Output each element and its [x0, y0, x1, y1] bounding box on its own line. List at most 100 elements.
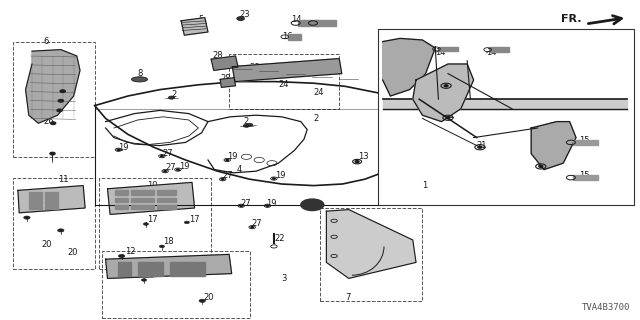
- Polygon shape: [531, 122, 576, 170]
- Polygon shape: [490, 47, 509, 52]
- Polygon shape: [288, 34, 301, 40]
- Polygon shape: [131, 205, 154, 209]
- Text: 25: 25: [351, 229, 361, 238]
- Text: 25: 25: [38, 104, 49, 113]
- Text: 23: 23: [239, 10, 250, 19]
- Text: 21: 21: [477, 141, 487, 150]
- Text: 14: 14: [435, 48, 445, 57]
- Polygon shape: [131, 197, 154, 202]
- Text: 28: 28: [212, 52, 223, 60]
- Text: 19: 19: [266, 199, 276, 208]
- Polygon shape: [573, 175, 598, 180]
- Circle shape: [243, 124, 250, 127]
- Polygon shape: [29, 205, 42, 209]
- Polygon shape: [45, 201, 58, 204]
- Circle shape: [251, 227, 253, 228]
- Circle shape: [117, 149, 120, 150]
- Text: 7: 7: [346, 293, 351, 302]
- Circle shape: [237, 17, 244, 20]
- Text: 27: 27: [223, 172, 234, 180]
- Text: 27: 27: [162, 149, 173, 158]
- Text: 17: 17: [147, 215, 158, 224]
- Polygon shape: [413, 64, 474, 122]
- Circle shape: [221, 179, 224, 180]
- Polygon shape: [115, 197, 128, 202]
- Text: 3: 3: [282, 274, 287, 283]
- Bar: [99, 178, 211, 269]
- Polygon shape: [108, 182, 195, 214]
- Circle shape: [177, 169, 179, 170]
- Polygon shape: [170, 271, 205, 276]
- Circle shape: [539, 165, 543, 167]
- Polygon shape: [220, 78, 236, 87]
- Polygon shape: [138, 262, 163, 266]
- Text: TVA4B3700: TVA4B3700: [582, 303, 630, 312]
- Circle shape: [273, 178, 275, 179]
- Polygon shape: [118, 271, 131, 276]
- Circle shape: [24, 216, 30, 219]
- Circle shape: [199, 299, 205, 302]
- Polygon shape: [211, 56, 238, 70]
- Text: 27: 27: [252, 220, 262, 228]
- Text: 19: 19: [118, 143, 129, 152]
- Circle shape: [226, 159, 228, 161]
- Polygon shape: [115, 205, 128, 209]
- Text: 28: 28: [220, 74, 231, 83]
- Circle shape: [161, 156, 163, 157]
- Polygon shape: [232, 59, 342, 82]
- Polygon shape: [573, 140, 598, 145]
- Circle shape: [50, 152, 55, 155]
- Polygon shape: [298, 20, 319, 26]
- Circle shape: [240, 205, 243, 206]
- Text: 6: 6: [44, 37, 49, 46]
- Text: 25: 25: [351, 255, 361, 264]
- Polygon shape: [118, 267, 131, 271]
- Text: 9: 9: [314, 200, 319, 209]
- Circle shape: [58, 100, 63, 102]
- Polygon shape: [18, 186, 85, 213]
- Circle shape: [51, 122, 56, 124]
- Circle shape: [478, 146, 482, 148]
- Polygon shape: [157, 205, 176, 209]
- Text: 22: 22: [274, 234, 284, 243]
- Text: 4: 4: [237, 165, 242, 174]
- Text: 14: 14: [486, 48, 497, 57]
- Text: 25: 25: [351, 241, 361, 250]
- Text: 21: 21: [445, 111, 455, 120]
- Text: 14: 14: [291, 15, 301, 24]
- Circle shape: [57, 109, 62, 112]
- Polygon shape: [383, 99, 627, 109]
- Polygon shape: [138, 267, 163, 271]
- Circle shape: [60, 90, 65, 92]
- Circle shape: [184, 221, 189, 224]
- Text: 12: 12: [125, 247, 135, 256]
- Text: 20: 20: [204, 293, 214, 302]
- Polygon shape: [131, 190, 154, 195]
- Text: 25: 25: [38, 93, 49, 102]
- Polygon shape: [157, 190, 176, 195]
- Circle shape: [58, 229, 64, 232]
- Circle shape: [246, 123, 253, 126]
- Text: 10: 10: [147, 181, 157, 190]
- Text: 24: 24: [237, 74, 247, 83]
- Polygon shape: [439, 47, 458, 51]
- Text: 18: 18: [163, 237, 174, 246]
- Text: 16: 16: [282, 32, 292, 41]
- Bar: [320, 208, 422, 301]
- Circle shape: [444, 85, 448, 87]
- Polygon shape: [45, 192, 58, 196]
- Text: 15: 15: [579, 172, 589, 180]
- Circle shape: [301, 199, 324, 211]
- Text: 19: 19: [179, 162, 189, 171]
- Polygon shape: [157, 197, 176, 202]
- Circle shape: [141, 279, 147, 281]
- Circle shape: [266, 205, 269, 206]
- Text: 24: 24: [314, 88, 324, 97]
- Polygon shape: [315, 20, 336, 26]
- Polygon shape: [118, 262, 131, 266]
- Circle shape: [355, 161, 359, 163]
- Circle shape: [143, 223, 148, 225]
- Polygon shape: [45, 205, 58, 209]
- Polygon shape: [138, 271, 163, 276]
- Polygon shape: [29, 196, 42, 200]
